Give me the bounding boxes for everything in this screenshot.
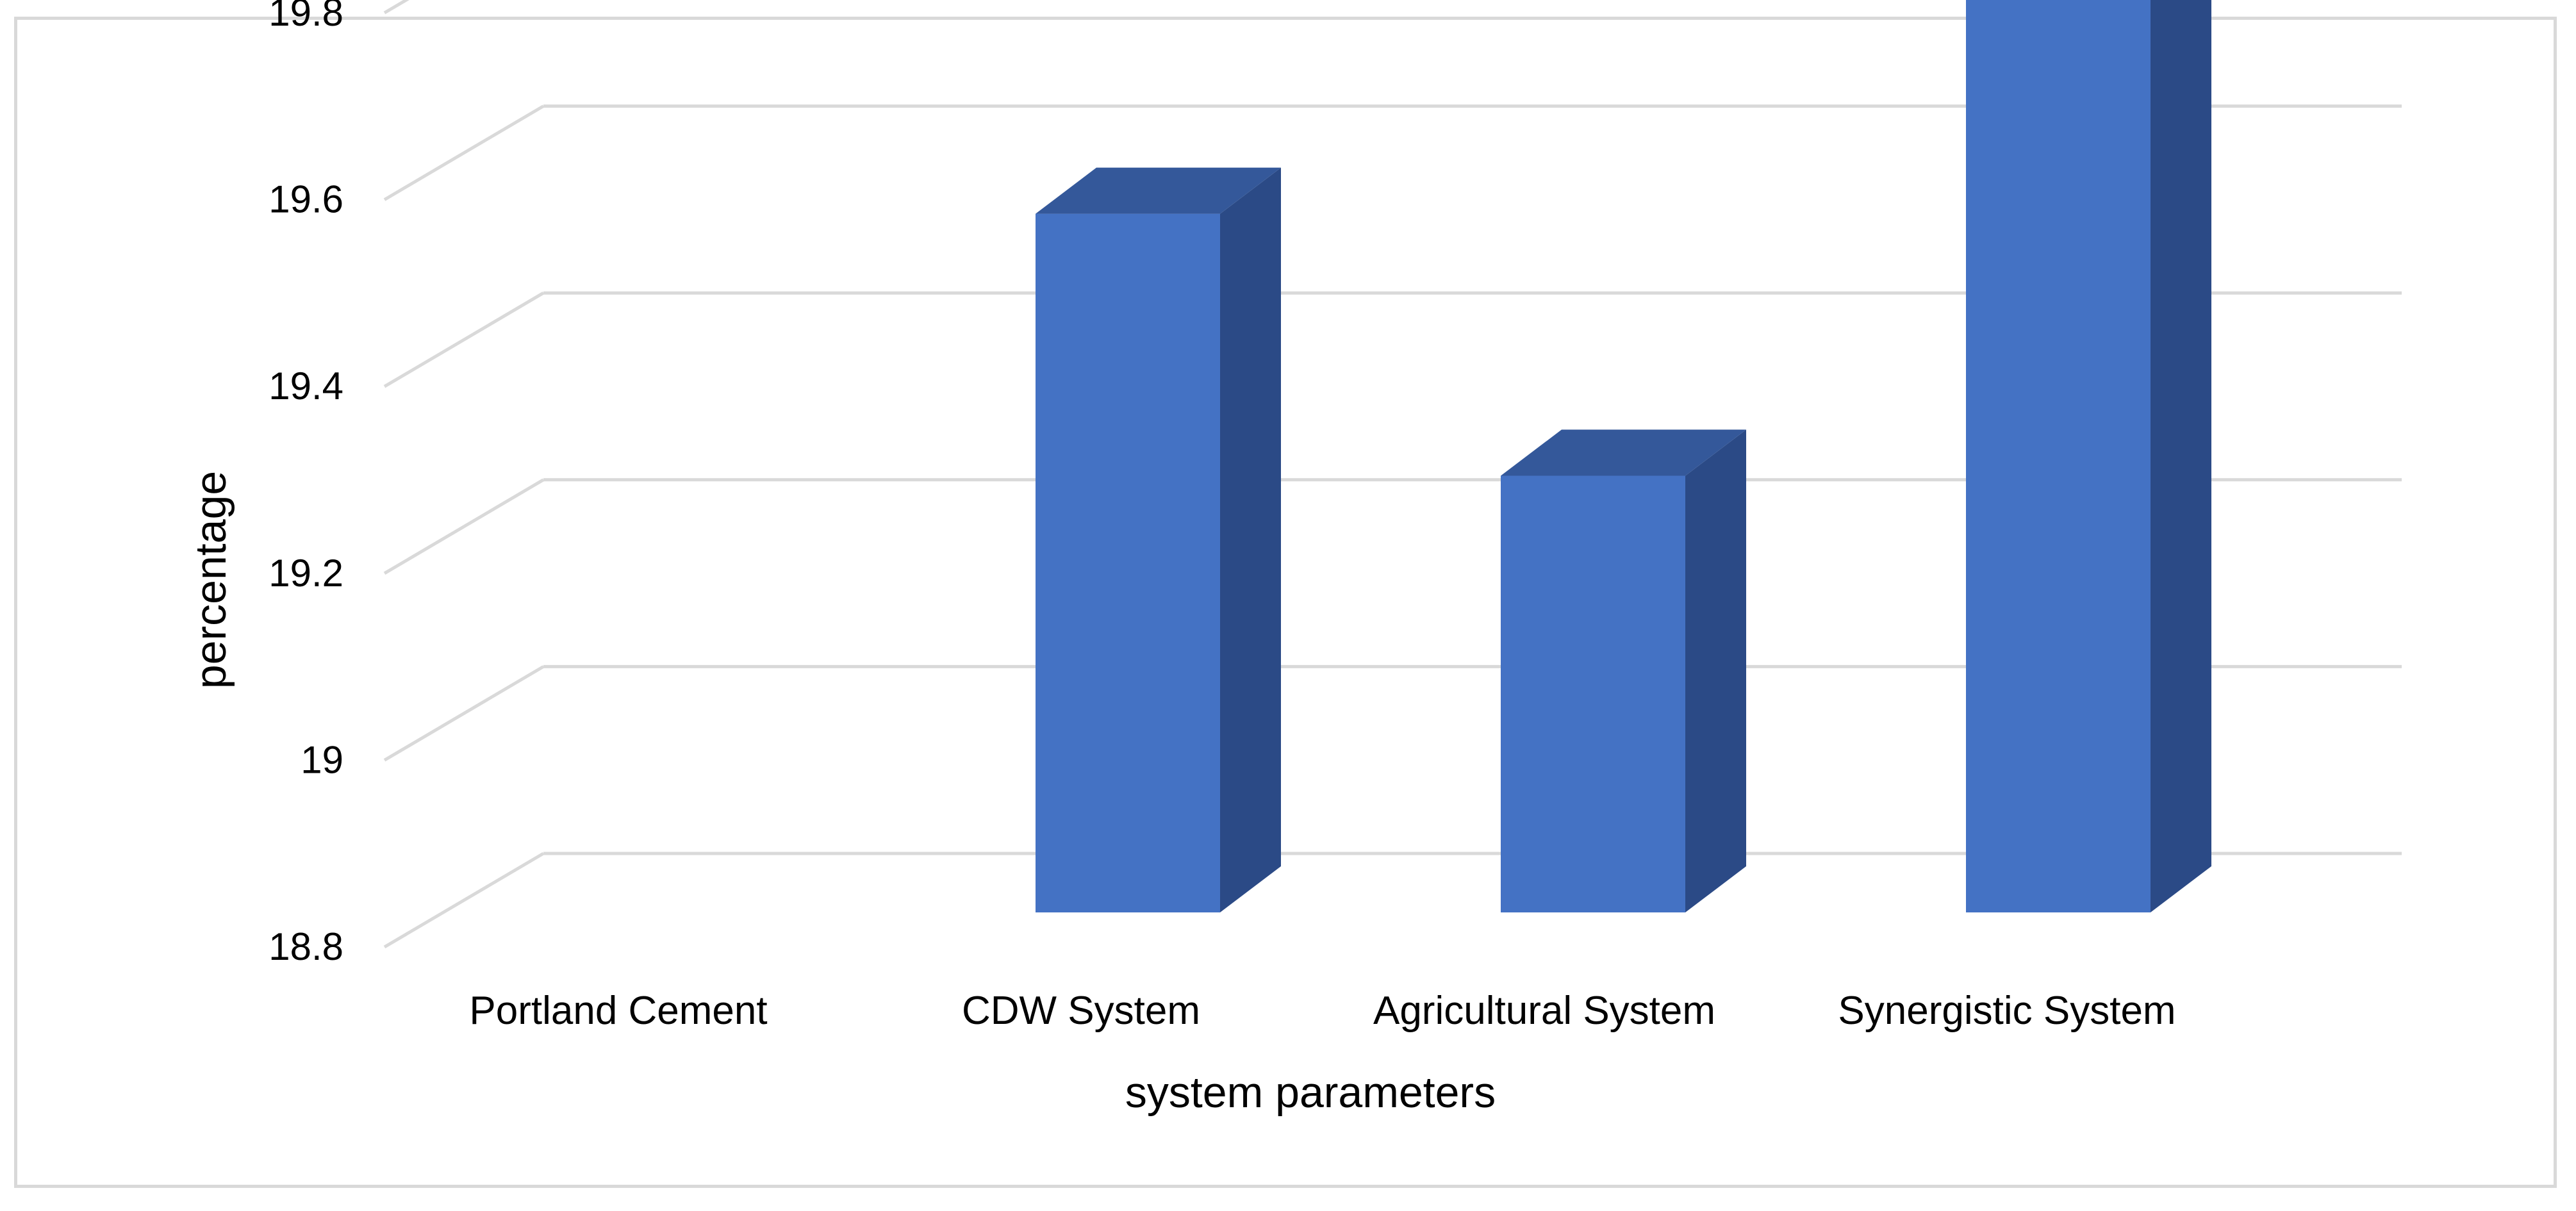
gridline-diagonal bbox=[383, 665, 545, 762]
gridline-diagonal bbox=[383, 852, 545, 949]
y-axis-title: percentage bbox=[186, 471, 235, 689]
x-axis-categories: Portland Cement CDW System Agricultural Sy… bbox=[469, 989, 2176, 1033]
bar bbox=[1036, 167, 1281, 913]
x-category-label: Portland Cement bbox=[469, 989, 767, 1033]
bars bbox=[1036, 0, 2211, 913]
y-tick-label: 19.8 bbox=[268, 0, 343, 34]
gridline-diagonal bbox=[383, 478, 545, 575]
y-tick-label: 19.6 bbox=[268, 178, 343, 221]
y-tick-label: 19.4 bbox=[268, 365, 343, 408]
y-tick-label: 19.2 bbox=[268, 552, 343, 595]
x-axis-title: system parameters bbox=[1125, 1068, 1496, 1117]
bar-side-face bbox=[1685, 429, 1746, 912]
x-category-label: Agricultural System bbox=[1373, 989, 1715, 1033]
bar-front-face bbox=[1501, 475, 1685, 912]
gridline-diagonal bbox=[383, 292, 545, 388]
gridline-diagonal bbox=[383, 0, 409, 15]
bar-front-face bbox=[1036, 213, 1220, 913]
y-tick-label: 18.8 bbox=[268, 925, 343, 968]
bar-front-face bbox=[1966, 0, 2151, 912]
x-category-label: CDW System bbox=[962, 989, 1200, 1033]
x-category-label: Synergistic System bbox=[1838, 989, 2176, 1033]
bar bbox=[1501, 429, 1746, 912]
y-tick-label: 19 bbox=[301, 738, 343, 781]
bar-side-face bbox=[1220, 167, 1281, 913]
bar-side-face bbox=[2151, 0, 2211, 912]
bar-top-face bbox=[1501, 429, 1746, 476]
gridline-diagonal bbox=[383, 104, 545, 201]
bar-top-face bbox=[1036, 167, 1281, 214]
bar bbox=[1966, 0, 2211, 912]
